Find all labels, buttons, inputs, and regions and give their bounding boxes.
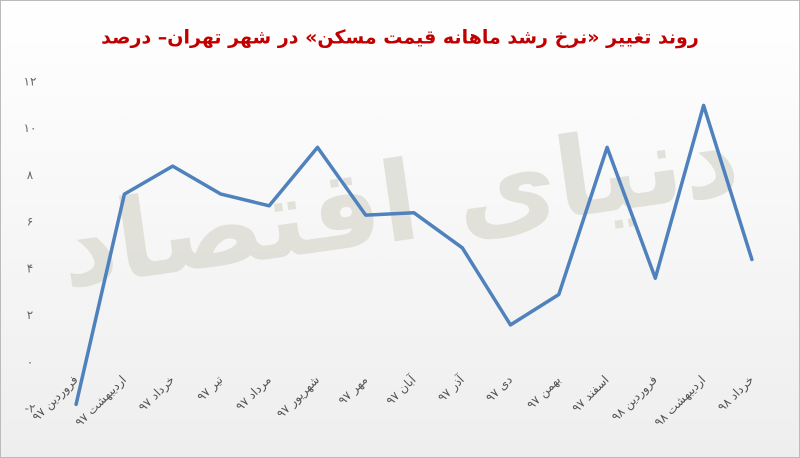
y-tick-label: ۴ bbox=[27, 261, 33, 275]
line bbox=[74, 103, 754, 407]
y-tick-label: ۱۲ bbox=[24, 75, 37, 89]
chart-title: روند تغییر «نرخ رشد ماهانه قیمت مسکن» در… bbox=[101, 27, 699, 49]
y-tick-label: ۱۰ bbox=[24, 121, 37, 135]
y-tick-label: ۶ bbox=[27, 215, 33, 229]
y-tick-label: ۸ bbox=[27, 168, 34, 182]
y-tick-label: ۲ bbox=[27, 308, 33, 322]
y-tick-label: ۰ bbox=[27, 355, 33, 369]
y-tick-label: -۲ bbox=[25, 402, 36, 416]
